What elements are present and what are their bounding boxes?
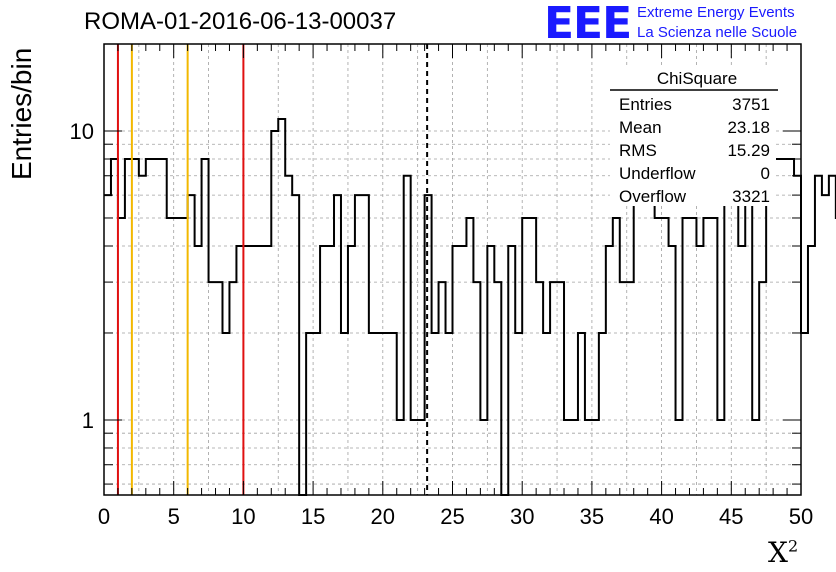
stats-label-entries: Entries xyxy=(619,95,672,114)
x-tick-label: 35 xyxy=(580,504,604,529)
x-tick-label: 15 xyxy=(301,504,325,529)
x-tick-label: 10 xyxy=(231,504,255,529)
chart-title: ROMA-01-2016-06-13-00037 xyxy=(84,8,397,35)
x-tick-label: 0 xyxy=(98,504,110,529)
stats-label-overflow: Overflow xyxy=(619,187,687,206)
y-tick-label: 10 xyxy=(70,119,94,144)
stats-label-rms: RMS xyxy=(619,141,657,160)
x-tick-label: 5 xyxy=(168,504,180,529)
stats-label-mean: Mean xyxy=(619,118,662,137)
stats-value-underflow: 0 xyxy=(761,164,770,183)
x-axis-title: X2 xyxy=(768,536,799,569)
stats-name: ChiSquare xyxy=(657,69,737,88)
stats-value-mean: 23.18 xyxy=(727,118,770,137)
stats-value-overflow: 3321 xyxy=(732,187,770,206)
x-tick-label: 25 xyxy=(440,504,464,529)
x-tick-label: 30 xyxy=(510,504,534,529)
logo-line-1: Extreme Energy Events xyxy=(637,4,795,21)
x-tick-label: 50 xyxy=(789,504,813,529)
x-tick-label: 45 xyxy=(719,504,743,529)
x-tick-label: 40 xyxy=(649,504,673,529)
stats-value-entries: 3751 xyxy=(732,95,770,114)
stats-value-rms: 15.29 xyxy=(727,141,770,160)
histogram-line xyxy=(104,118,836,496)
eee-logo: EEE xyxy=(544,0,632,49)
y-tick-label: 1 xyxy=(82,408,94,433)
logo-line-2: La Scienza nelle Scuole xyxy=(637,24,798,41)
x-tick-label: 20 xyxy=(371,504,395,529)
stats-label-underflow: Underflow xyxy=(619,164,696,183)
